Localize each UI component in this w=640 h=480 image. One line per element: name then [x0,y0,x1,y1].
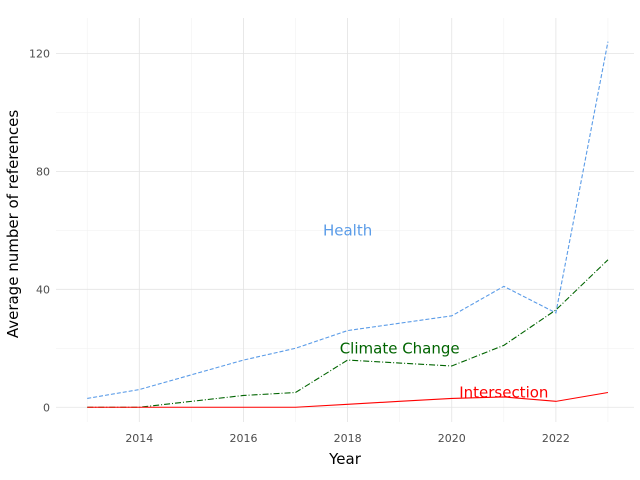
series-label-climate-change: Climate Change [340,339,460,357]
y-tick-labels: 0 40 80 120 [29,47,50,414]
series-line-climate-change [87,259,609,408]
y-tick-label: 40 [36,283,50,296]
y-tick-label: 120 [29,47,50,60]
x-axis-title: Year [328,450,362,468]
series-line-intersection [87,391,609,408]
series-line-health [87,41,609,399]
major-gridlines [56,18,634,422]
y-tick-label: 0 [43,401,50,414]
x-tick-label: 2020 [438,432,466,445]
series-label-intersection: Intersection [459,384,548,402]
x-tick-label: 2022 [542,432,570,445]
series-labels: Health Climate Change Intersection [323,221,548,401]
y-tick-label: 80 [36,165,50,178]
series-label-health: Health [323,221,372,239]
x-tick-label: 2016 [229,432,257,445]
x-tick-labels: 2014 2016 2018 2020 2022 [125,432,570,445]
minor-gridlines [56,18,634,422]
x-tick-label: 2018 [334,432,362,445]
y-axis-title: Average number of references [4,110,22,339]
series-lines [87,41,609,408]
x-tick-label: 2014 [125,432,153,445]
